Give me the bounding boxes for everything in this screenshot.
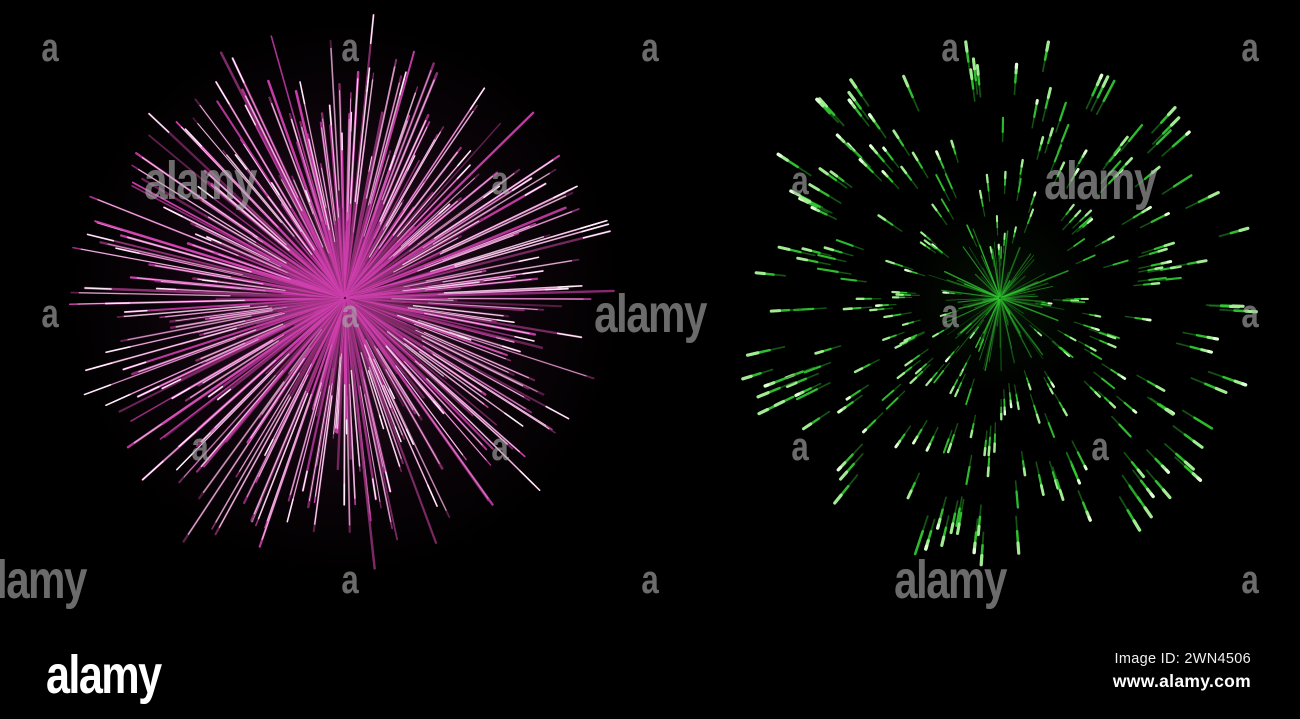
alamy-url-text: www.alamy.com	[1112, 671, 1251, 691]
pink-firework	[62, 13, 628, 581]
image-credit: Image ID: 2WN4506 www.alamy.com	[1113, 651, 1251, 692]
image-id-text: Image ID: 2WN4506	[1114, 651, 1251, 667]
green-firework	[741, 40, 1258, 567]
alamy-logo: alamy	[46, 645, 162, 705]
